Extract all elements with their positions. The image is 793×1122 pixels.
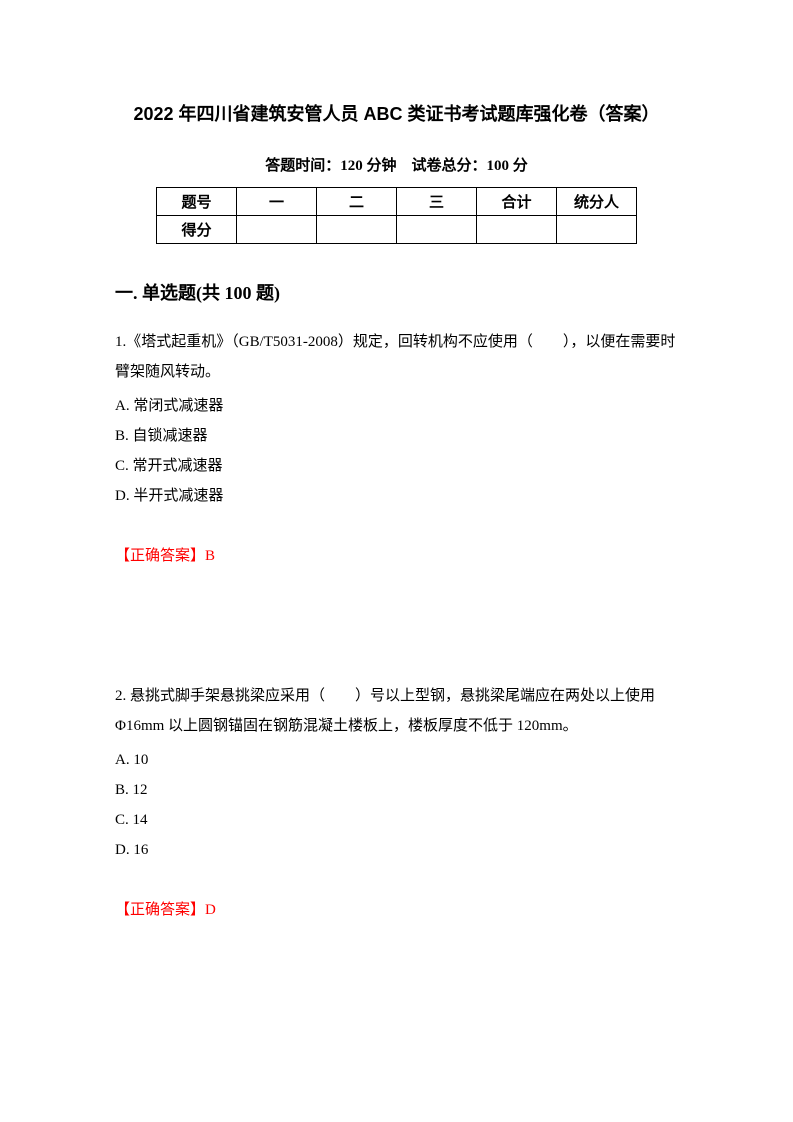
- question-1-answer: 【正确答案】B: [115, 541, 678, 571]
- cell: [477, 216, 557, 244]
- question-2-answer: 【正确答案】D: [115, 895, 678, 925]
- question-2-option-a: A. 10: [115, 745, 678, 775]
- score-table: 题号 一 二 三 合计 统分人 得分: [156, 187, 637, 244]
- cell: 统分人: [557, 188, 637, 216]
- cell: 一: [237, 188, 317, 216]
- question-2-option-c: C. 14: [115, 805, 678, 835]
- question-1-option-d: D. 半开式减速器: [115, 481, 678, 511]
- cell: 三: [397, 188, 477, 216]
- cell: [397, 216, 477, 244]
- question-1-text: 1.《塔式起重机》（GB/T5031-2008）规定，回转机构不应使用（ ），以…: [115, 327, 678, 387]
- question-1-option-b: B. 自锁减速器: [115, 421, 678, 451]
- cell-label: 题号: [157, 188, 237, 216]
- cell: 二: [317, 188, 397, 216]
- spacer: [115, 571, 678, 681]
- question-1-option-c: C. 常开式减速器: [115, 451, 678, 481]
- question-1-option-a: A. 常闭式减速器: [115, 391, 678, 421]
- table-row: 得分: [157, 216, 637, 244]
- table-row: 题号 一 二 三 合计 统分人: [157, 188, 637, 216]
- question-2-text: 2. 悬挑式脚手架悬挑梁应采用（ ）号以上型钢，悬挑梁尾端应在两处以上使用Φ16…: [115, 681, 678, 741]
- question-2-option-b: B. 12: [115, 775, 678, 805]
- cell: [317, 216, 397, 244]
- page-subtitle: 答题时间：120 分钟 试卷总分：100 分: [115, 154, 678, 175]
- page-title: 2022 年四川省建筑安管人员 ABC 类证书考试题库强化卷（答案）: [115, 100, 678, 126]
- cell: [237, 216, 317, 244]
- section-heading: 一. 单选题(共 100 题): [115, 279, 678, 305]
- cell-label: 得分: [157, 216, 237, 244]
- cell: 合计: [477, 188, 557, 216]
- question-2-option-d: D. 16: [115, 835, 678, 865]
- cell: [557, 216, 637, 244]
